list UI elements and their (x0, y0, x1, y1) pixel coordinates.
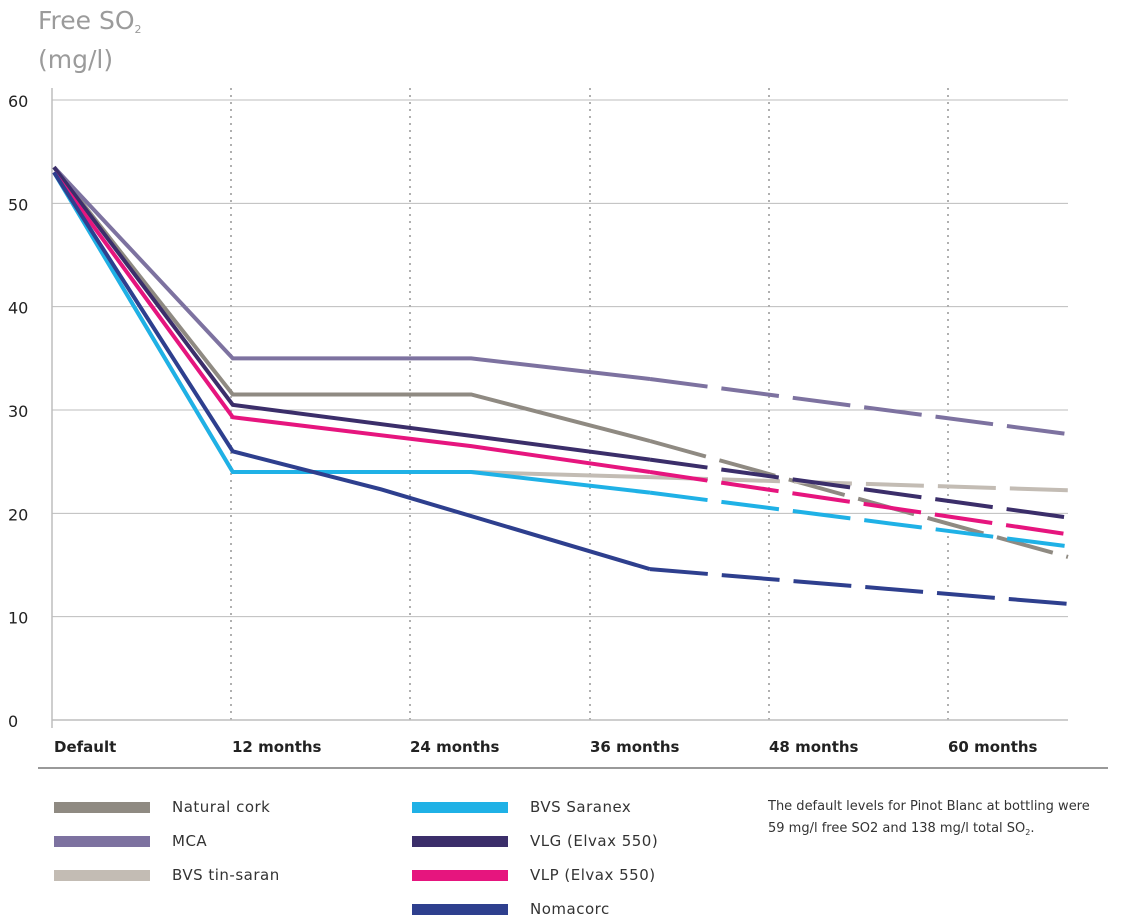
x-tick-label: 60 months (948, 738, 1038, 756)
y-axis-title-unit: (mg/l) (38, 45, 114, 74)
series-line-mca (52, 165, 651, 381)
y-tick-label: 60 (8, 92, 28, 111)
series-line-bvs-saranex (52, 171, 651, 495)
legend-swatch-nomacorc (412, 904, 508, 915)
y-axis-title-subscript: 2 (134, 23, 142, 36)
footnote-period: . (1030, 821, 1035, 836)
series-line-projected-bvs-tin-saran (649, 475, 1069, 493)
x-tick-label: 48 months (769, 738, 859, 756)
legend-label-natural-cork: Natural cork (172, 798, 271, 816)
x-tick-label: 12 months (232, 738, 322, 756)
y-axis-title-main: Free SO (38, 6, 135, 35)
series-line-natural-cork (52, 165, 651, 443)
legend-label-vlg: VLG (Elvax 550) (530, 832, 659, 850)
legend-swatch-bvs-tin-saran (54, 870, 150, 881)
legend-swatch-mca (54, 836, 150, 847)
y-tick-label: 0 (8, 712, 18, 731)
series-line-projected-vlg-elvax-550 (649, 457, 1069, 520)
series-line-vlp-elvax-550 (52, 171, 651, 474)
legend-swatch-bvs-saranex (412, 802, 508, 813)
y-tick-label: 30 (8, 402, 28, 421)
series-line-nomacorc (52, 171, 651, 572)
x-tick-label: 36 months (590, 738, 680, 756)
y-tick-label: 40 (8, 299, 28, 318)
series-line-projected-nomacorc (649, 567, 1069, 606)
y-tick-label: 10 (8, 609, 28, 628)
legend-swatch-natural-cork (54, 802, 150, 813)
series-line-vlg-elvax-550 (52, 165, 651, 462)
x-tick-label: 24 months (410, 738, 500, 756)
y-axis-title: Free SO2 (mg/l) (38, 6, 142, 75)
series-line-projected-mca (649, 377, 1069, 437)
footnote-line-1: The default levels for Pinot Blanc at bo… (768, 799, 1090, 814)
series-line-projected-vlp-elvax-550 (649, 470, 1069, 537)
legend-label-nomacorc: Nomacorc (530, 900, 610, 918)
legend-label-vlp: VLP (Elvax 550) (530, 866, 656, 884)
y-tick-label: 50 (8, 195, 28, 214)
line-chart: 0 10 20 30 40 50 60 Default 12 months 24 months 36… (8, 88, 1108, 769)
footnote-line-2: 59 mg/l free SO2 and 138 mg/l total SO (768, 821, 1026, 836)
legend-label-bvs-tin-saran: BVS tin-saran (172, 866, 280, 884)
series-line-projected-natural-cork (649, 439, 1069, 559)
footnote-subscript: 2 (1025, 828, 1031, 837)
legend-swatch-vlg (412, 836, 508, 847)
legend-label-mca: MCA (172, 832, 208, 850)
x-tick-label: Default (54, 738, 116, 756)
footnote: The default levels for Pinot Blanc at bo… (768, 796, 1118, 844)
legend-swatch-vlp (412, 870, 508, 881)
y-tick-label: 20 (8, 505, 28, 524)
legend-label-bvs-saranex: BVS Saranex (530, 798, 632, 816)
